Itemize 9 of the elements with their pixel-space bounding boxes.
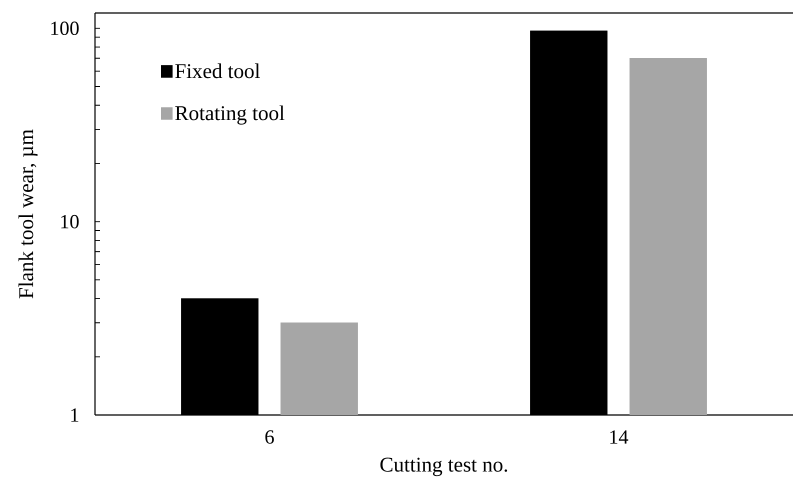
y-tick-label: 1	[71, 408, 78, 422]
y-tick-label: 10	[61, 214, 79, 228]
y-tick-label: 100	[51, 22, 79, 36]
x-axis-title: Cutting test no.	[380, 458, 508, 476]
legend-label: Rotating tool	[175, 105, 284, 125]
y-axis-title: Flank tool wear, µm	[18, 129, 38, 298]
x-tick-label: 14	[610, 430, 628, 444]
legend-label: Fixed tool	[175, 63, 260, 78]
x-tick-label: 6	[265, 430, 274, 444]
